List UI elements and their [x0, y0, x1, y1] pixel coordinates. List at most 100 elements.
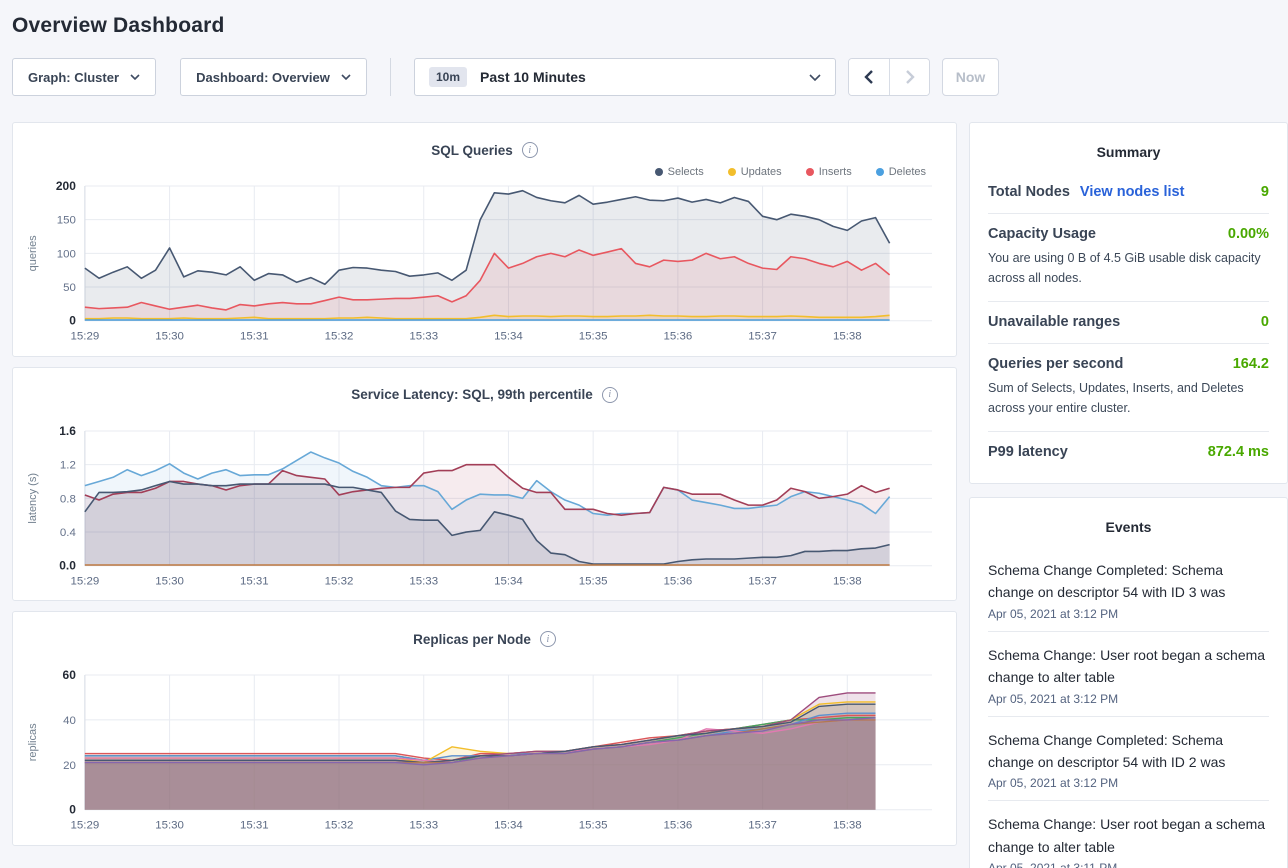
- info-icon[interactable]: i: [601, 386, 618, 403]
- chart-title: SQL Queries: [431, 142, 513, 158]
- p99-latency-label: P99 latency: [988, 444, 1068, 460]
- summary-capacity: Capacity Usage 0.00% You are using 0 B o…: [988, 214, 1269, 301]
- event-timestamp: Apr 05, 2021 at 3:12 PM: [988, 606, 1119, 621]
- divider: [988, 800, 1269, 802]
- chart-canvas[interactable]: 200 150 100 50 0 15:29 15:30 15:31 15:32 15:33 15:…: [23, 180, 946, 352]
- svg-text:15:34: 15:34: [494, 331, 523, 343]
- svg-text:15:37: 15:37: [748, 820, 777, 832]
- summary-card: Summary Total Nodes View nodes list 9 Ca…: [969, 122, 1288, 484]
- svg-text:0.0: 0.0: [59, 558, 76, 572]
- step-back-button[interactable]: [849, 59, 889, 95]
- svg-text:15:37: 15:37: [748, 575, 777, 587]
- charts-column: SQL Queries i Selects Updates Inserts Delet…: [12, 122, 957, 856]
- divider: [988, 715, 1269, 717]
- time-range-picker[interactable]: 10m Past 10 Minutes: [414, 58, 836, 96]
- content-area: SQL Queries i Selects Updates Inserts Delet…: [12, 122, 1288, 868]
- chart-title-row: Service Latency: SQL, 99th percentile i: [23, 378, 946, 403]
- unavailable-ranges-label: Unavailable ranges: [988, 314, 1121, 330]
- event-message: Schema Change Completed: Schema change o…: [988, 731, 1226, 770]
- svg-text:15:34: 15:34: [494, 820, 523, 832]
- qps-value: 164.2: [1232, 356, 1269, 372]
- total-nodes-value: 9: [1260, 184, 1269, 200]
- chevron-right-icon: [905, 70, 915, 84]
- svg-text:15:37: 15:37: [748, 331, 777, 343]
- legend-item[interactable]: Inserts: [805, 164, 852, 180]
- event-timestamp: Apr 05, 2021 at 3:12 PM: [988, 691, 1119, 706]
- legend-label: Inserts: [818, 166, 852, 178]
- svg-text:150: 150: [57, 215, 76, 227]
- service-latency-chart-card: Service Latency: SQL, 99th percentile i …: [12, 366, 957, 602]
- svg-text:15:36: 15:36: [664, 820, 693, 832]
- svg-text:200: 200: [56, 180, 76, 193]
- svg-text:15:29: 15:29: [71, 820, 100, 832]
- p99-latency-value: 872.4 ms: [1207, 444, 1269, 460]
- now-button[interactable]: Now: [942, 58, 999, 96]
- svg-text:15:31: 15:31: [240, 820, 269, 832]
- chevron-down-icon: [341, 74, 351, 80]
- chart-canvas[interactable]: 1.6 1.2 0.8 0.4 0.0 15:29 15:30 15:31 15:32 15:33…: [23, 425, 946, 597]
- svg-text:queries: queries: [27, 235, 39, 271]
- svg-text:15:35: 15:35: [579, 820, 608, 832]
- divider: [988, 431, 1269, 432]
- legend-item[interactable]: Deletes: [875, 164, 926, 180]
- svg-text:replicas: replicas: [27, 723, 39, 761]
- page-title: Overview Dashboard: [12, 14, 225, 37]
- time-step-buttons: [848, 58, 930, 96]
- view-nodes-list-link[interactable]: View nodes list: [1079, 184, 1185, 200]
- svg-text:15:32: 15:32: [325, 820, 354, 832]
- svg-text:15:31: 15:31: [240, 331, 269, 343]
- chart-title: Service Latency: SQL, 99th percentile: [351, 387, 593, 403]
- total-nodes-label: Total Nodes: [988, 184, 1070, 200]
- svg-text:15:29: 15:29: [71, 331, 100, 343]
- svg-text:1.6: 1.6: [59, 425, 76, 438]
- divider: [988, 301, 1269, 302]
- summary-unavailable-ranges: Unavailable ranges 0: [988, 302, 1269, 343]
- legend-item[interactable]: Selects: [654, 164, 704, 180]
- qps-description: Sum of Selects, Updates, Inserts, and De…: [988, 381, 1244, 415]
- svg-text:50: 50: [63, 282, 76, 294]
- chevron-left-icon: [864, 70, 873, 84]
- divider: [988, 630, 1269, 632]
- sidebar: Summary Total Nodes View nodes list 9 Ca…: [969, 122, 1288, 868]
- time-window-badge: 10m: [429, 67, 468, 87]
- svg-text:40: 40: [63, 715, 76, 727]
- chart-title-row: SQL Queries i: [23, 133, 946, 158]
- chevron-down-icon: [130, 74, 140, 80]
- chart-spacer: [23, 403, 946, 425]
- info-icon[interactable]: i: [521, 142, 538, 158]
- dashboard-dropdown[interactable]: Dashboard: Overview: [180, 58, 367, 96]
- step-forward-button[interactable]: [889, 59, 929, 95]
- svg-text:15:32: 15:32: [325, 575, 354, 587]
- divider: [988, 213, 1269, 214]
- svg-text:15:29: 15:29: [71, 575, 100, 587]
- legend-item[interactable]: Updates: [727, 164, 782, 180]
- event-timestamp: Apr 05, 2021 at 3:12 PM: [988, 776, 1119, 791]
- chart-canvas[interactable]: 60 40 20 0 15:29 15:30 15:31 15:32 15:33 15:34 15:…: [23, 669, 946, 841]
- svg-text:15:38: 15:38: [833, 820, 862, 832]
- chart-legend: Selects Updates Inserts Deletes: [23, 164, 926, 180]
- replicas-plot: 60 40 20 0 15:29 15:30 15:31 15:32 15:33 15:34 15:…: [23, 669, 946, 841]
- svg-text:15:38: 15:38: [833, 331, 862, 343]
- legend-label: Selects: [667, 166, 704, 178]
- dashboard-dropdown-label: Dashboard: Overview: [196, 69, 330, 85]
- svg-text:0: 0: [69, 803, 76, 817]
- graph-dropdown[interactable]: Graph: Cluster: [12, 58, 156, 96]
- event-message: Schema Change: User root began a schema …: [988, 816, 1266, 855]
- event-item: Schema Change: User root began a schema …: [988, 632, 1269, 716]
- summary-qps: Queries per second 164.2 Sum of Selects,…: [988, 344, 1269, 431]
- legend-label: Deletes: [888, 166, 926, 178]
- events-list: Schema Change Completed: Schema change o…: [988, 547, 1269, 868]
- toolbar: Graph: Cluster Dashboard: Overview 10m P…: [12, 58, 1288, 96]
- summary-p99-latency: P99 latency 872.4 ms: [988, 432, 1269, 473]
- capacity-value: 0.00%: [1227, 226, 1269, 242]
- svg-text:15:33: 15:33: [409, 820, 438, 832]
- unavailable-ranges-value: 0: [1260, 314, 1269, 330]
- svg-text:15:31: 15:31: [240, 575, 269, 587]
- capacity-label: Capacity Usage: [988, 226, 1096, 242]
- toolbar-divider: [390, 58, 391, 96]
- info-icon[interactable]: i: [539, 631, 556, 648]
- time-range-label: Past 10 Minutes: [480, 69, 586, 85]
- chart-spacer: [23, 647, 946, 669]
- events-card: Events Schema Change Completed: Schema c…: [969, 497, 1288, 868]
